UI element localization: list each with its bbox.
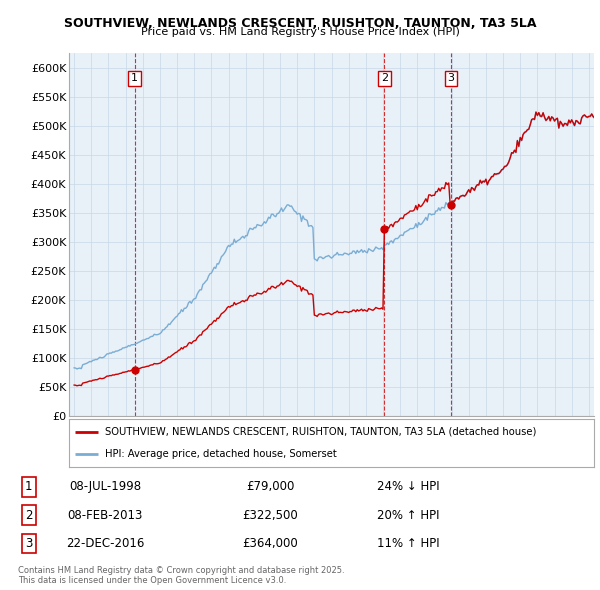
Text: £79,000: £79,000 xyxy=(246,480,294,493)
Text: 22-DEC-2016: 22-DEC-2016 xyxy=(66,537,144,550)
Text: 3: 3 xyxy=(448,74,455,84)
Text: 3: 3 xyxy=(25,537,32,550)
Text: 20% ↑ HPI: 20% ↑ HPI xyxy=(377,509,439,522)
Text: £364,000: £364,000 xyxy=(242,537,298,550)
Text: 24% ↓ HPI: 24% ↓ HPI xyxy=(377,480,439,493)
Text: 1: 1 xyxy=(131,74,138,84)
Text: 2: 2 xyxy=(25,509,32,522)
Text: Price paid vs. HM Land Registry's House Price Index (HPI): Price paid vs. HM Land Registry's House … xyxy=(140,27,460,37)
Text: SOUTHVIEW, NEWLANDS CRESCENT, RUISHTON, TAUNTON, TA3 5LA: SOUTHVIEW, NEWLANDS CRESCENT, RUISHTON, … xyxy=(64,17,536,30)
Text: HPI: Average price, detached house, Somerset: HPI: Average price, detached house, Some… xyxy=(105,449,337,459)
Text: Contains HM Land Registry data © Crown copyright and database right 2025.
This d: Contains HM Land Registry data © Crown c… xyxy=(18,566,344,585)
Text: £322,500: £322,500 xyxy=(242,509,298,522)
Text: 2: 2 xyxy=(381,74,388,84)
Text: 11% ↑ HPI: 11% ↑ HPI xyxy=(377,537,439,550)
Text: 1: 1 xyxy=(25,480,32,493)
Text: 08-FEB-2013: 08-FEB-2013 xyxy=(67,509,143,522)
Text: SOUTHVIEW, NEWLANDS CRESCENT, RUISHTON, TAUNTON, TA3 5LA (detached house): SOUTHVIEW, NEWLANDS CRESCENT, RUISHTON, … xyxy=(105,427,536,437)
Text: 08-JUL-1998: 08-JUL-1998 xyxy=(69,480,141,493)
